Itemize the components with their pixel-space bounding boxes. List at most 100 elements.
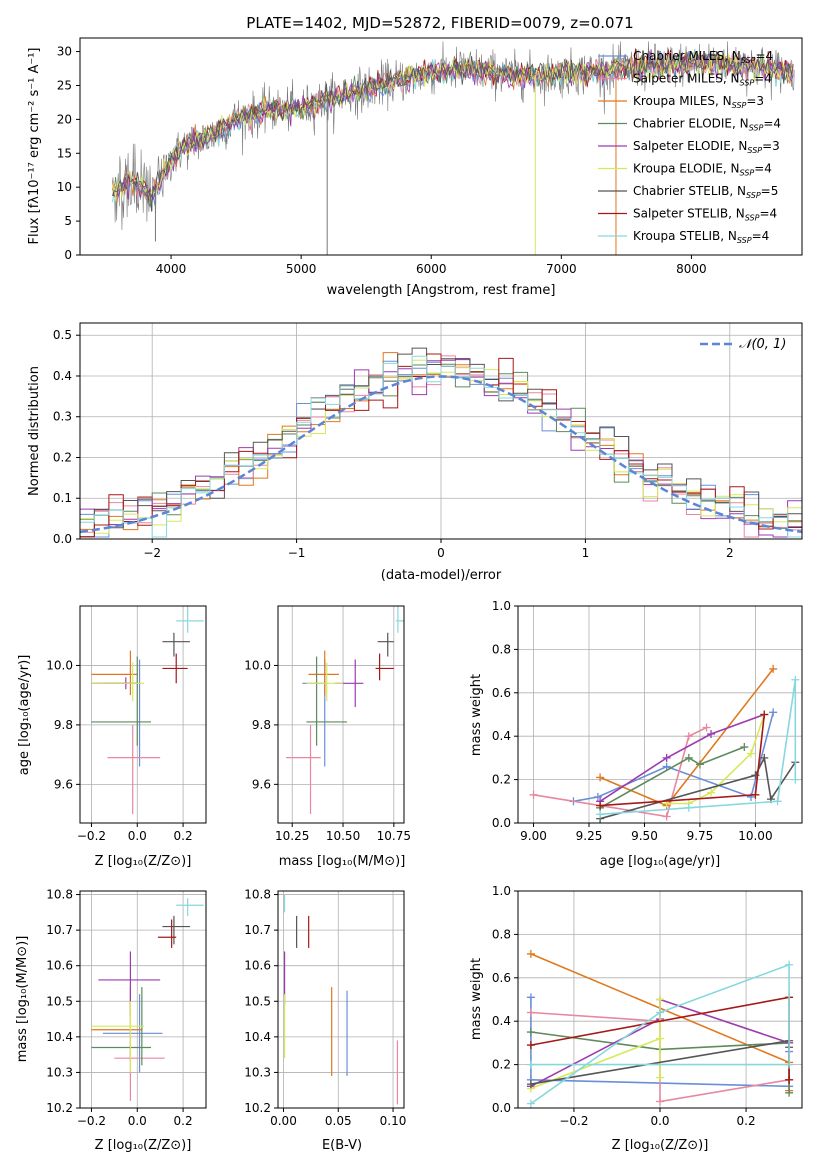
spectrum-legend-label: Salpeter MILES, NSSP=4	[633, 72, 772, 88]
panel-xtick-label: 9.75	[687, 829, 714, 843]
panel-ytick-label: 0.8	[492, 927, 511, 941]
panel-xtick-label: 10.75	[377, 829, 411, 843]
mass-weight-line	[599, 746, 745, 809]
mass-weight-marker	[760, 710, 769, 719]
panel-xtick-label: 10.25	[275, 829, 309, 843]
spectrum-legend-label: Chabrier MILES, NSSP=4	[633, 49, 773, 65]
mass-weight-marker	[529, 790, 538, 799]
model-spectrum-line	[111, 48, 794, 207]
mass-weight-marker	[662, 762, 671, 771]
spectrum-ytick-label: 0	[64, 248, 72, 262]
mass-weight-marker	[751, 790, 760, 799]
panel-axes-frame	[79, 890, 207, 1109]
mass-weight-marker	[707, 788, 716, 797]
mass-weight-vs-metallicity-panel: −0.2 0.0 0.2 0.0 0.2 0.4 0.6 0.8 1.0	[492, 884, 803, 1128]
spectrum-ticks: 4000 5000 6000 7000 8000 0 5 10 15 20 25 30	[57, 45, 707, 276]
panel-xtick-label: 9.25	[576, 829, 603, 843]
histogram-xtick-label: −2	[143, 546, 161, 560]
panel-xtick-label: 9.50	[631, 829, 658, 843]
mass-weight-line	[600, 679, 797, 816]
spectrum-xtick-label: 6000	[416, 262, 447, 276]
panel-ytick-label: 10.6	[244, 959, 271, 973]
panel-xtick-label: 0.10	[380, 1114, 407, 1128]
mass-weight-marker	[684, 732, 693, 741]
mass-weight-marker	[662, 753, 671, 762]
mass-weight-marker	[596, 801, 605, 810]
panel-ytick-label: 1.0	[492, 599, 511, 613]
panel-ytick-label: 10.5	[46, 994, 73, 1008]
panel-xtick-label: 0.0	[128, 829, 147, 843]
panel-ytick-label: 0.0	[492, 1101, 511, 1115]
mass-weight-marker	[746, 749, 755, 758]
panel-xtick-label: −0.2	[77, 829, 106, 843]
mass-weight-vs-age-panel: 9.00 9.25 9.50 9.75 10.00 0.0 0.2 0.4 0.6 0.8 1.0	[492, 599, 803, 843]
panel-xtick-label: 0.0	[650, 1114, 669, 1128]
spectrum-legend-label: Chabrier STELIB, NSSP=5	[633, 184, 778, 200]
mass-weight-marker	[773, 797, 782, 806]
panel-ytick-label: 0.4	[492, 1014, 511, 1028]
mass-weight-line	[530, 999, 661, 1090]
mw-z-xlabel: Z [log₁₀(Z/Z⊙)]	[612, 1138, 709, 1153]
mass-weight-marker	[684, 803, 693, 812]
mass-weight-marker	[656, 1008, 664, 1017]
spectrum-xlabel: wavelength [Angstrom, rest frame]	[327, 283, 556, 298]
panel-ytick-label: 1.0	[492, 884, 511, 898]
histogram-xtick-label: −1	[288, 546, 306, 560]
panel-xtick-label: −0.2	[77, 1114, 106, 1128]
mass-weight-marker	[596, 773, 605, 782]
mw-z-ylabel: mass weight	[469, 958, 484, 1040]
mass-ebv-xlabel: E(B-V)	[322, 1138, 362, 1153]
panel-axes-frame	[277, 605, 405, 824]
mass-weight-marker	[760, 753, 769, 762]
mass-weight-marker	[662, 812, 671, 821]
panel-xtick-label: 10.00	[738, 829, 772, 843]
spectrum-ytick-label: 25	[57, 78, 72, 92]
panel-ytick-label: 10.0	[46, 658, 73, 672]
spectrum-legend-label: Chabrier ELODIE, NSSP=4	[633, 117, 781, 133]
spectrum-ylabel: Flux [fλ10⁻¹⁷ erg cm⁻² s⁻¹ A⁻¹]	[27, 48, 42, 245]
age-mass-xlabel: mass [log₁₀(M/M⊙)]	[279, 854, 406, 869]
mass-weight-marker	[785, 960, 794, 969]
mass-vs-extinction-panel: 0.00 0.05 0.10 10.2 10.3 10.4 10.5 10.6 10.7 10.8	[244, 888, 406, 1128]
mass-weight-marker	[740, 743, 749, 752]
mass-weight-marker	[707, 730, 716, 739]
panel-ytick-label: 0.6	[492, 686, 511, 700]
mass-weight-marker	[526, 1008, 535, 1017]
mass-weight-marker	[769, 708, 778, 717]
spectrum-ytick-label: 10	[57, 180, 72, 194]
histogram-ytick-label: 0.0	[53, 532, 72, 546]
panel-ytick-label: 9.8	[252, 718, 271, 732]
mass-weight-marker	[785, 1088, 794, 1097]
panel-ytick-label: 0.2	[492, 773, 511, 787]
mass-weight-line	[573, 712, 774, 803]
panel-xtick-label: 0.05	[325, 1114, 352, 1128]
spectrum-ytick-label: 5	[64, 214, 72, 228]
spectrum-series	[111, 41, 795, 255]
panel-ytick-label: 0.0	[492, 816, 511, 830]
spectrum-legend-label: Kroupa ELODIE, NSSP=4	[633, 162, 772, 178]
mass-weight-marker	[791, 775, 800, 784]
histogram-ytick-label: 0.5	[53, 328, 72, 342]
mass-z-ylabel: mass [log₁₀(M/M⊙)]	[15, 936, 30, 1063]
spectrum-legend-label: Salpeter ELODIE, NSSP=3	[633, 139, 780, 155]
panel-ytick-label: 0.4	[492, 729, 511, 743]
mw-age-ylabel: mass weight	[469, 674, 484, 756]
panel-ytick-label: 9.6	[252, 777, 271, 791]
mass-weight-marker	[526, 1041, 535, 1050]
panel-ytick-label: 10.4	[244, 1030, 271, 1044]
panel-ytick-label: 10.2	[244, 1101, 271, 1115]
spectrum-panel: PLATE=1402, MJD=52872, FIBERID=0079, z=0…	[27, 14, 803, 298]
panel-axes-frame	[517, 605, 803, 824]
panel-ytick-label: 10.4	[46, 1030, 73, 1044]
mass-weight-marker	[702, 723, 711, 732]
normal-reference-curve	[79, 375, 803, 534]
mass-weight-marker	[791, 675, 800, 684]
panel-ytick-label: 10.2	[46, 1101, 73, 1115]
histogram-series	[80, 347, 802, 538]
panel-axes-frame	[277, 890, 405, 1109]
panel-xtick-label: 0.0	[128, 1114, 147, 1128]
panel-ytick-label: 9.6	[54, 777, 73, 791]
histogram-legend-label: 𝒩(0, 1)	[739, 337, 786, 352]
mass-vs-metallicity-panel: −0.2 0.0 0.2 10.2 10.3 10.4 10.5 10.6 10.7 10.8	[46, 888, 207, 1128]
